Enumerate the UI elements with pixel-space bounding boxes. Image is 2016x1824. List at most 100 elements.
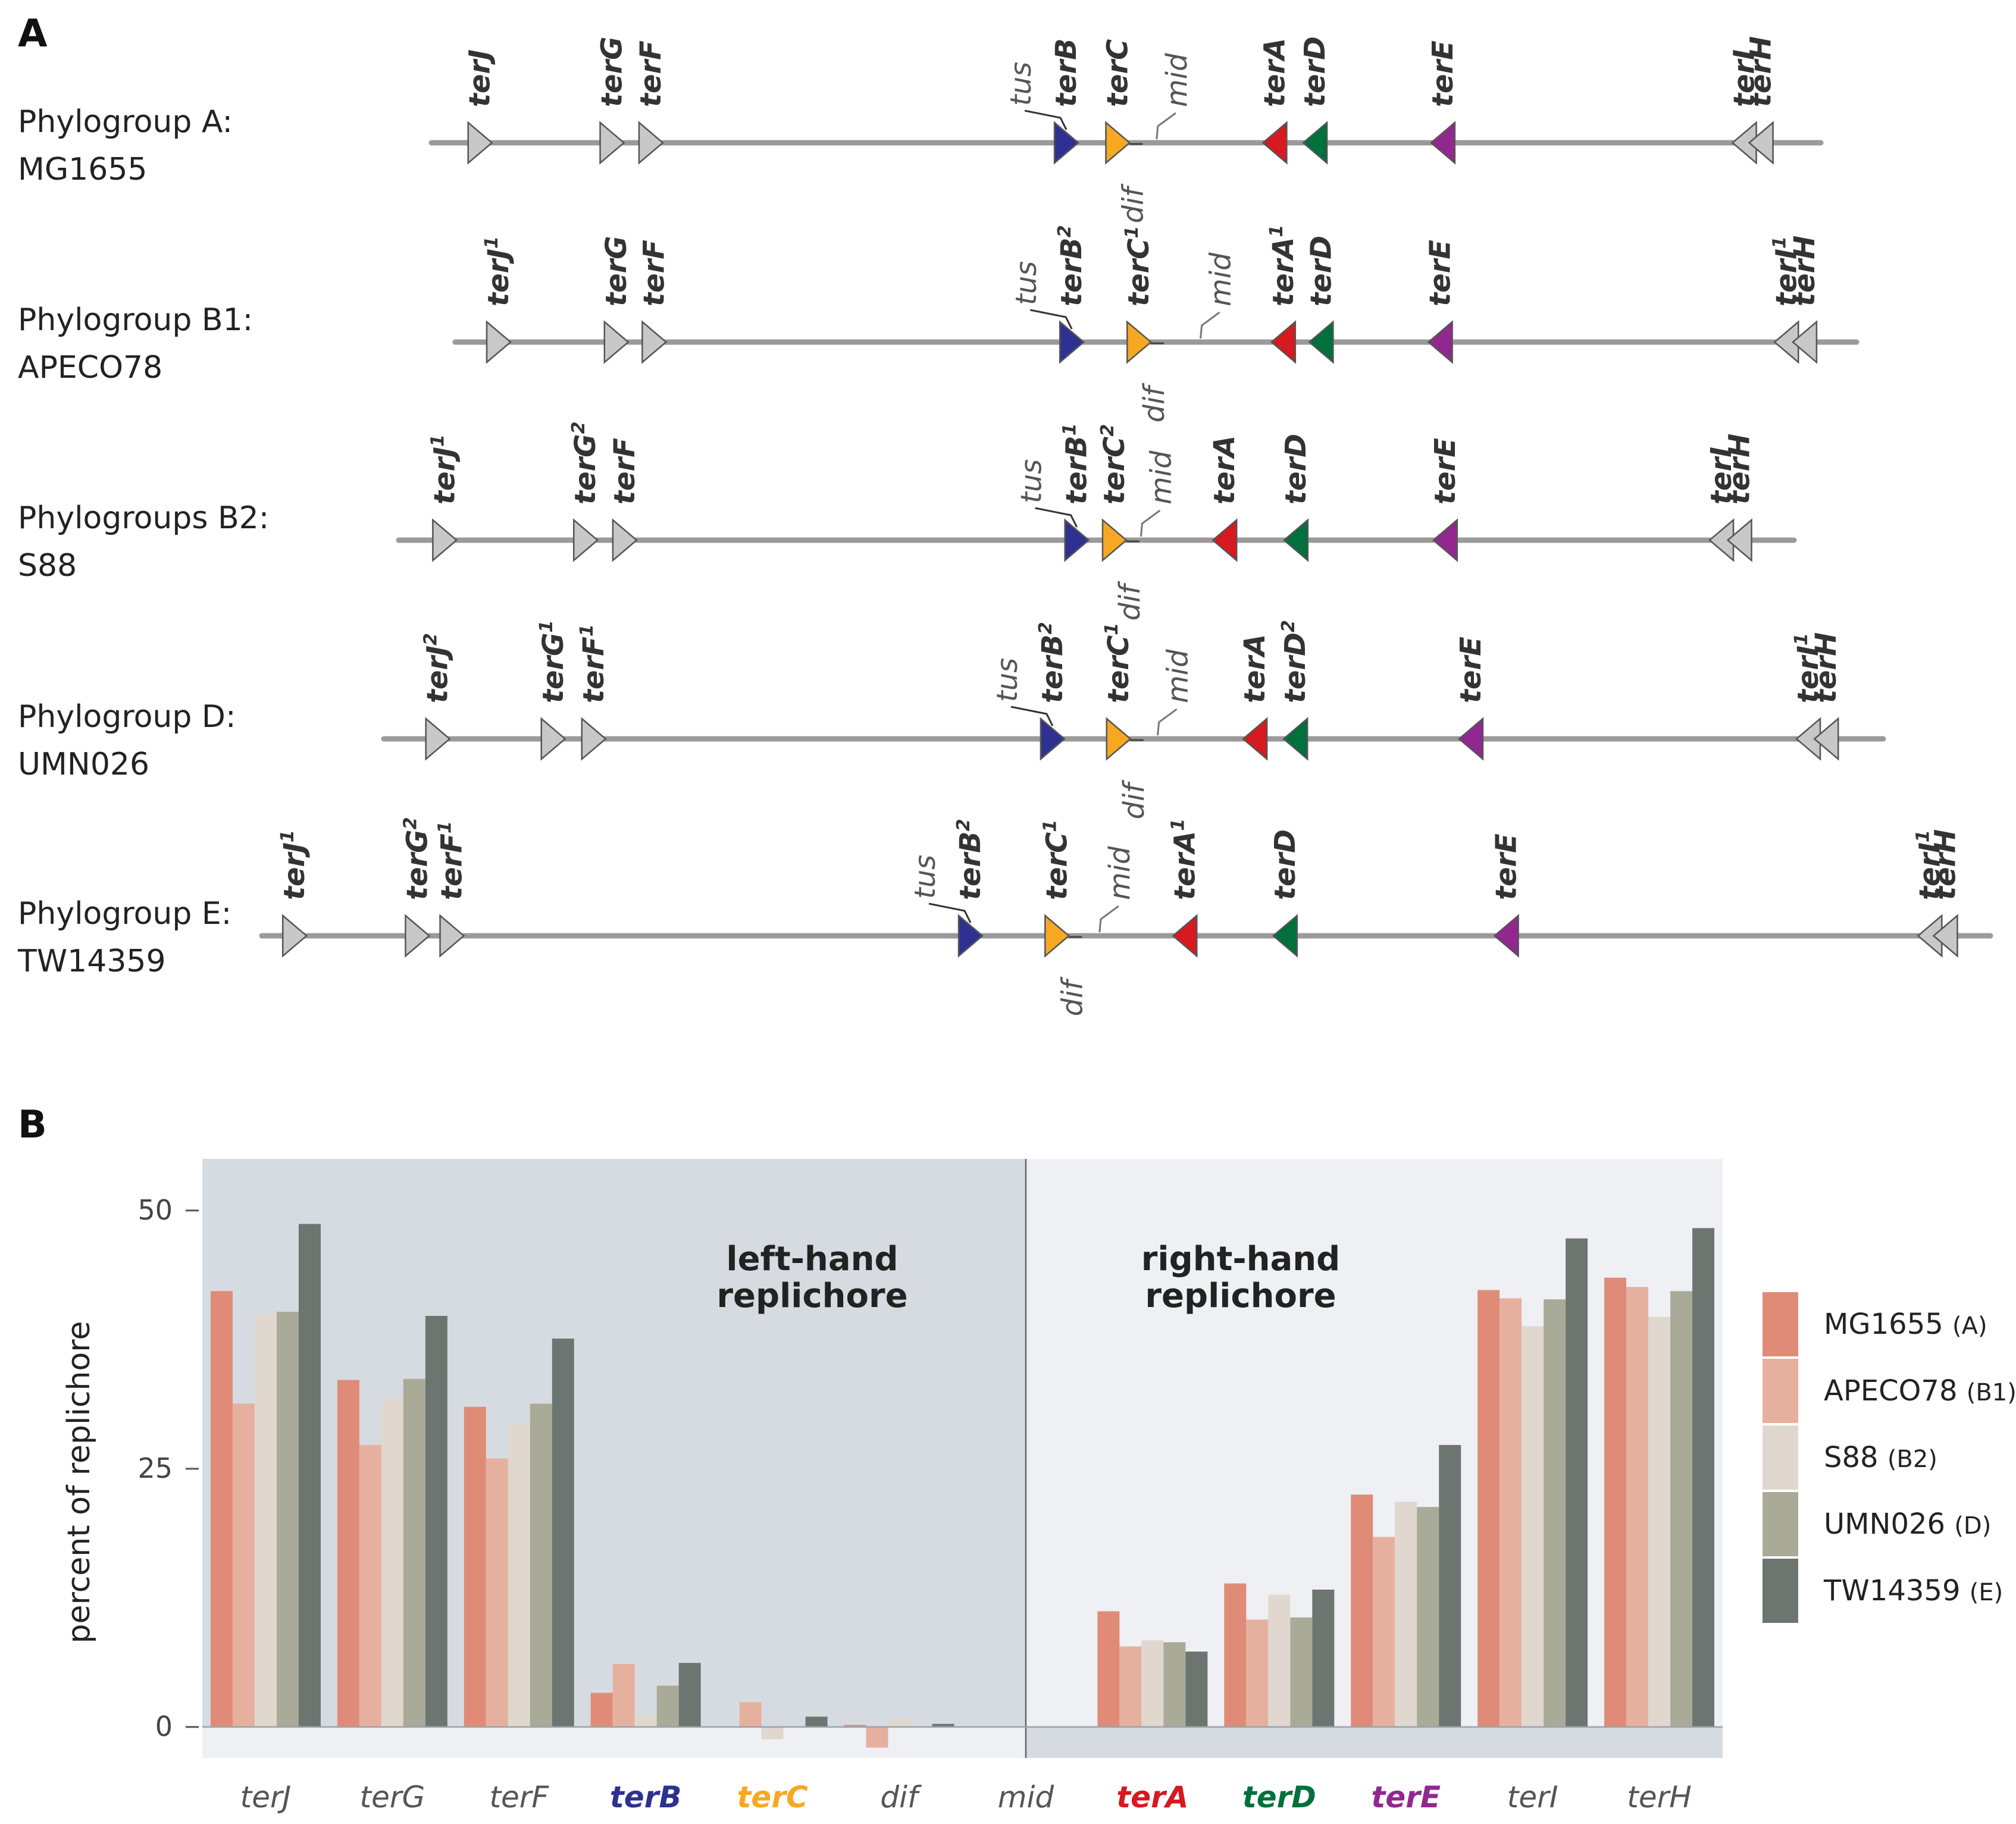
bar-MG1655-terI xyxy=(1477,1290,1500,1727)
bar-UMN026-terB xyxy=(656,1685,679,1727)
legend-group: (D) xyxy=(1954,1512,1991,1540)
gene-superscript: 1 xyxy=(1101,623,1122,635)
row-label-group: Phylogroup A: xyxy=(18,104,233,140)
y-tick-label: 0 xyxy=(155,1710,173,1742)
mid-leader xyxy=(1200,311,1220,339)
gene-terF-marker xyxy=(612,518,638,562)
bar-S88-terF xyxy=(508,1424,530,1727)
genome-row: Phylogroup A: MG1655 dif mid tus terJ terG terF… xyxy=(18,36,1824,223)
gene-superscript: 1 xyxy=(435,821,456,833)
tus-leader xyxy=(1010,706,1054,726)
region-label-line: right-hand xyxy=(1141,1240,1340,1278)
gene-terF-label: terF xyxy=(634,40,668,107)
bar-TW14359-terD xyxy=(1312,1589,1335,1727)
mid-leader xyxy=(1098,905,1119,933)
gene-terG-marker xyxy=(599,121,625,165)
bar-UMN026-terF xyxy=(530,1403,552,1727)
gene-terD-label: terD xyxy=(1304,236,1338,306)
gene-terE-marker xyxy=(1493,914,1519,958)
bar-APECO78-dif xyxy=(866,1726,888,1748)
gene-superscript: 1 xyxy=(536,620,557,633)
gene-terA-marker xyxy=(1242,717,1268,761)
gene-terG-marker xyxy=(572,518,599,562)
tus-label: tus xyxy=(1015,459,1048,503)
gene-terD-label: terD xyxy=(1279,434,1313,504)
gene-terE-label: terE xyxy=(1490,833,1523,900)
x-category-terD: terD xyxy=(1242,1780,1316,1814)
gene-terJ-marker xyxy=(281,914,308,958)
region-label-line: replichore xyxy=(716,1277,907,1315)
gene-terC-marker xyxy=(1044,914,1070,958)
panel-a-label: A xyxy=(18,12,48,56)
gene-terG-label: terG2 xyxy=(400,817,434,900)
gene-terC-label: terC1 xyxy=(1122,226,1156,306)
gene-terA-marker xyxy=(1261,121,1288,165)
mid-label: mid xyxy=(1204,252,1238,306)
legend-group: (E) xyxy=(1970,1579,2003,1606)
mid-label: mid xyxy=(1144,450,1178,504)
gene-terF-marker xyxy=(638,121,664,165)
gene-superscript: 2 xyxy=(1054,225,1075,237)
gene-superscript: 2 xyxy=(568,422,589,434)
gene-terH-label: terH xyxy=(1788,236,1821,306)
gene-terH-marker xyxy=(1726,518,1752,562)
gene-superscript: 1 xyxy=(1266,225,1287,237)
gene-terJ-label: terJ1 xyxy=(277,830,311,900)
gene-terG-label: terG1 xyxy=(536,620,570,703)
right-below-zero-band xyxy=(1025,1726,1723,1758)
gene-terC-marker xyxy=(1106,717,1132,761)
bar-UMN026-terA xyxy=(1163,1642,1186,1727)
gene-superscript: 1 xyxy=(1167,819,1188,831)
bar-APECO78-terD xyxy=(1246,1619,1269,1727)
bar-APECO78-terF xyxy=(486,1458,508,1727)
gene-terD-marker xyxy=(1308,320,1334,364)
x-category-terH: terH xyxy=(1627,1780,1692,1814)
row-label-strain: S88 xyxy=(18,548,77,584)
legend-swatch-TW14359 xyxy=(1760,1556,1801,1625)
bar-APECO78-terI xyxy=(1500,1298,1522,1727)
gene-terB-marker xyxy=(957,914,984,958)
gene-terC-label: terC1 xyxy=(1040,820,1073,900)
bar-MG1655-terA xyxy=(1097,1611,1120,1727)
bar-series xyxy=(210,1224,1715,1748)
gene-terC-marker xyxy=(1105,121,1131,165)
y-axis: 0 25 50 xyxy=(137,1194,199,1742)
gene-terG-label: terG2 xyxy=(568,422,602,504)
bar-UMN026-terE xyxy=(1417,1507,1439,1727)
bar-S88-terD xyxy=(1268,1594,1291,1727)
gene-superscript: 2 xyxy=(1097,424,1118,437)
gene-terA-label: terA xyxy=(1258,38,1291,107)
row-label-strain: TW14359 xyxy=(17,944,166,979)
gene-terF-label: terF xyxy=(637,240,671,306)
legend-swatch-APECO78 xyxy=(1760,1356,1801,1425)
gene-superscript: 2 xyxy=(400,817,421,830)
dif-label: dif xyxy=(1117,780,1151,820)
bar-UMN026-terJ xyxy=(276,1311,299,1727)
mid-leader xyxy=(1140,509,1161,537)
bar-TW14359-terH xyxy=(1692,1228,1715,1727)
legend: MG1655 (A) APECO78 (B1) S88 (B2) UMN026 (D)… xyxy=(1760,1290,2016,1625)
row-label-strain: APECO78 xyxy=(18,350,162,386)
gene-terA-label: terA xyxy=(1238,634,1272,703)
gene-terE-label: terE xyxy=(1429,438,1462,504)
gene-terF-label: terF1 xyxy=(577,624,611,703)
gene-terC-label: terC xyxy=(1101,39,1134,107)
bar-TW14359-terJ xyxy=(298,1224,321,1727)
gene-superscript: 1 xyxy=(577,624,597,637)
gene-superscript: 1 xyxy=(1040,820,1060,832)
gene-terD-label: terD xyxy=(1298,36,1332,107)
bar-TW14359-terA xyxy=(1185,1651,1208,1727)
gene-terA-marker xyxy=(1270,320,1297,364)
bar-UMN026-terI xyxy=(1544,1299,1566,1727)
x-category-terE: terE xyxy=(1371,1780,1441,1814)
row-label-strain: UMN026 xyxy=(18,747,149,782)
legend-label-TW14359: TW14359 (E) xyxy=(1823,1574,2003,1607)
gene-terB-label: terB2 xyxy=(953,819,987,900)
gene-terB-marker xyxy=(1040,717,1066,761)
gene-terG-label: terG xyxy=(600,236,633,306)
gene-terH-label: terH xyxy=(1745,36,1778,107)
y-tick-label: 50 xyxy=(137,1194,173,1226)
gene-terH-label: terH xyxy=(1810,632,1843,703)
